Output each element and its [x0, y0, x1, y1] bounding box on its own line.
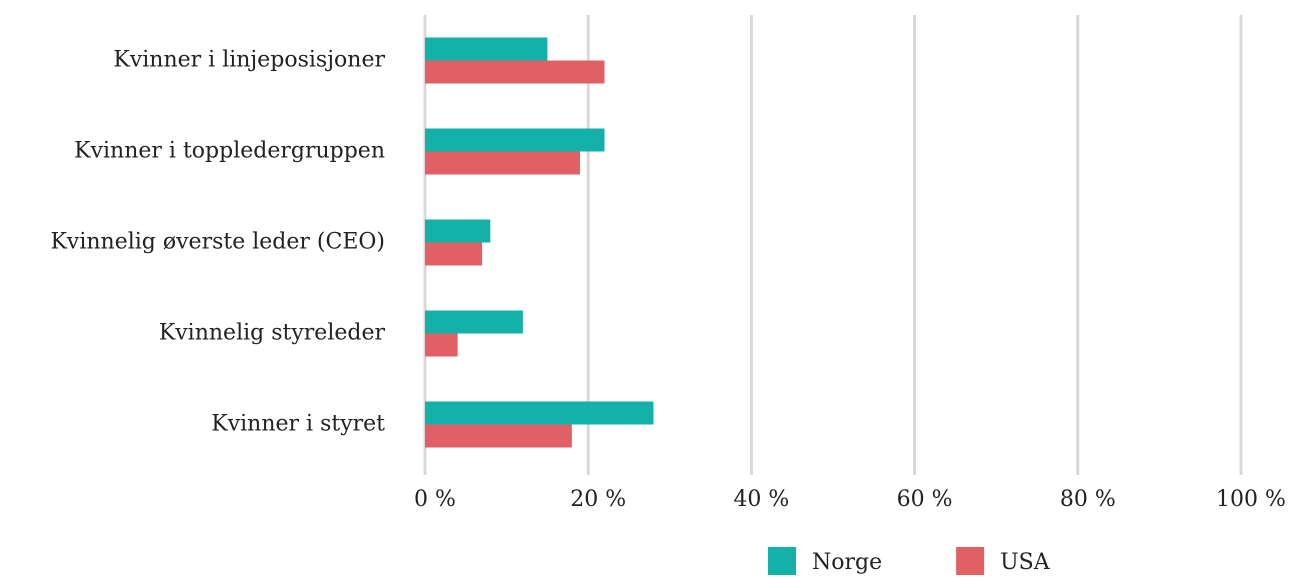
bar	[425, 128, 605, 152]
x-tick-label: 0 %	[414, 487, 456, 512]
y-tick-label: Kvinner i styret	[211, 412, 385, 437]
x-tick-label: 20 %	[570, 487, 626, 512]
bar	[425, 333, 458, 357]
x-tick-label: 100 %	[1216, 487, 1286, 512]
y-tick-label: Kvinnelig øverste leder (CEO)	[50, 230, 385, 255]
y-tick-label: Kvinner i linjeposisjoner	[113, 48, 385, 73]
bar	[425, 219, 491, 243]
bar	[425, 424, 572, 448]
legend-label: USA	[1000, 550, 1051, 575]
bar	[425, 151, 581, 175]
x-tick-label: 40 %	[733, 487, 789, 512]
y-tick-label: Kvinnelig styreleder	[159, 321, 386, 346]
bar	[425, 37, 548, 61]
x-tick-label: 60 %	[897, 487, 953, 512]
bar	[425, 310, 523, 334]
bar	[425, 60, 605, 84]
legend-swatch	[768, 547, 796, 575]
legend-label: Norge	[812, 550, 882, 575]
y-tick-label: Kvinner i toppledergruppen	[74, 139, 385, 164]
legend-swatch	[956, 547, 985, 575]
bar	[425, 242, 483, 266]
bar	[425, 401, 654, 425]
x-tick-label: 80 %	[1060, 487, 1116, 512]
